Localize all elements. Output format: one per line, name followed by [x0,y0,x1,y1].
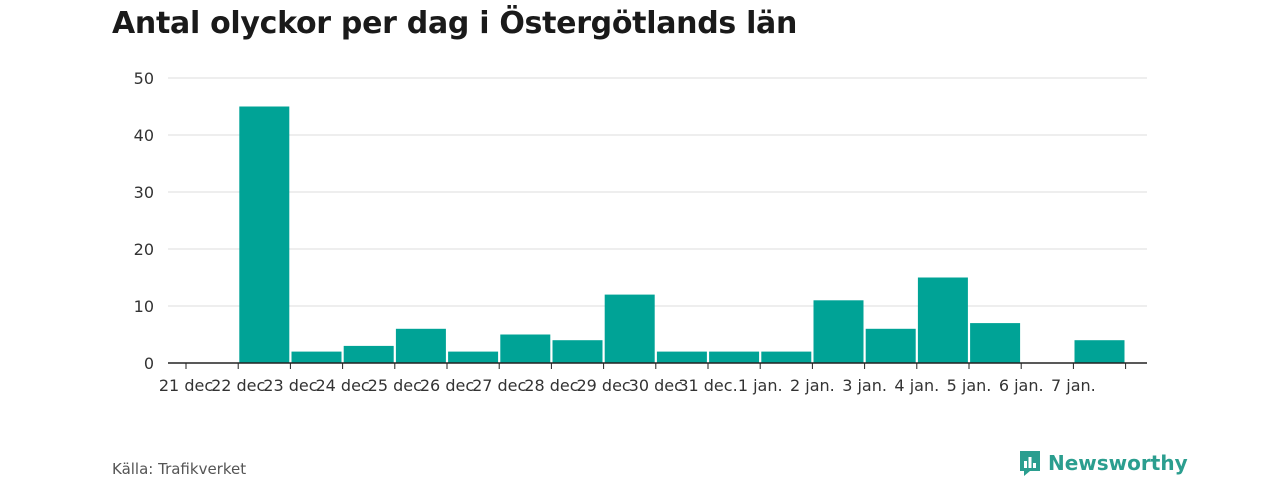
bar [448,351,499,363]
x-tick-label: 23 dec [263,376,317,395]
chart-title: Antal olyckor per dag i Östergötlands lä… [112,6,798,41]
bar [813,300,864,363]
bar [1074,340,1125,363]
x-tick-label: 3 jan. [842,376,887,395]
x-tick-label: 26 dec [420,376,474,395]
x-tick-label: 29 dec [576,376,630,395]
bar-chart-logo-icon [1020,451,1040,476]
bar [970,323,1021,363]
x-tick-label: 24 dec [315,376,369,395]
x-tick-label: 1 jan. [738,376,783,395]
x-tick-label: 27 dec [472,376,526,395]
x-tick-label: 4 jan. [894,376,939,395]
bar [291,351,342,363]
bar [656,351,707,363]
x-tick-label: 30 dec [629,376,683,395]
y-tick-label: 30 [134,183,154,202]
y-tick-label: 20 [134,240,154,259]
y-tick-label: 50 [134,69,154,88]
bar [500,334,551,363]
bar [917,277,968,363]
x-tick-label: 25 dec [368,376,422,395]
x-tick-label: 21 dec [159,376,213,395]
bar [604,294,655,363]
y-tick-label: 0 [144,354,154,373]
x-tick-label: 22 dec [211,376,265,395]
x-tick-label: 6 jan. [999,376,1044,395]
bar [709,351,760,363]
y-tick-label: 10 [134,297,154,316]
x-tick-label: 31 dec. [678,376,737,395]
bar [395,328,446,363]
brand-logo: Newsworthy [1018,449,1188,477]
brand-name: Newsworthy [1048,451,1188,475]
y-axis-ticks: 0 10 20 30 40 50 [134,69,154,373]
bar [343,345,394,363]
bar [761,351,812,363]
gridlines [168,77,1147,307]
source-note: Källa: Trafikverket [112,460,247,478]
x-tick-label: 5 jan. [947,376,992,395]
x-tick-label: 2 jan. [790,376,835,395]
bars [239,106,1125,363]
bar [552,340,603,363]
y-tick-label: 40 [134,126,154,145]
x-tick-label: 7 jan. [1051,376,1096,395]
bar [239,106,290,363]
bar [865,328,916,363]
x-tick-label: 28 dec [524,376,578,395]
